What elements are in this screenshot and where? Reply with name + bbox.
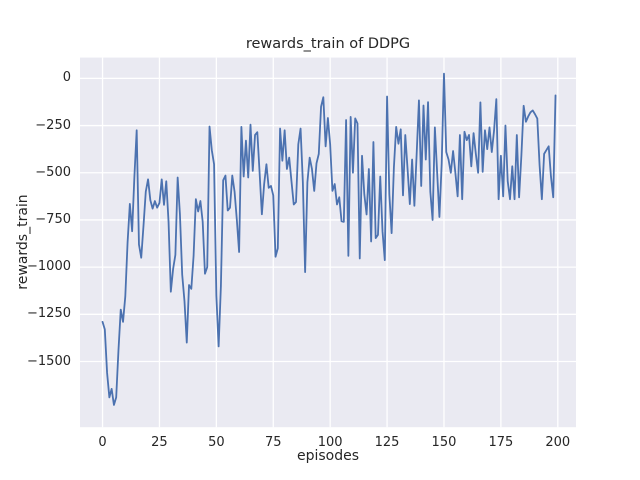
y-tick-label: −250 [35, 117, 71, 133]
x-tick-label: 0 [98, 435, 107, 450]
chart-title: rewards_train of DDPG [245, 36, 411, 52]
y-tick-label: −750 [35, 211, 71, 227]
x-tick-label: 50 [208, 435, 225, 450]
x-tick-label: 200 [545, 435, 571, 450]
axes-background [80, 57, 576, 428]
y-tick-label: 0 [62, 70, 71, 86]
y-tick-label: −1500 [27, 353, 71, 369]
y-tick-label: −1000 [27, 259, 71, 275]
x-tick-label: 125 [374, 435, 400, 450]
x-tick-label: 150 [431, 435, 457, 450]
x-axis-label: episodes [296, 448, 360, 464]
y-tick-label: −500 [35, 164, 71, 180]
y-tick-label: −1250 [27, 306, 71, 322]
series-line-rewards_train [101, 72, 557, 406]
y-axis-label: rewards_train [15, 194, 31, 290]
x-tick-label: 25 [151, 435, 168, 450]
x-tick-label: 75 [264, 435, 282, 450]
x-tick-label: 175 [488, 435, 514, 450]
x-tick-label: 100 [317, 435, 343, 450]
